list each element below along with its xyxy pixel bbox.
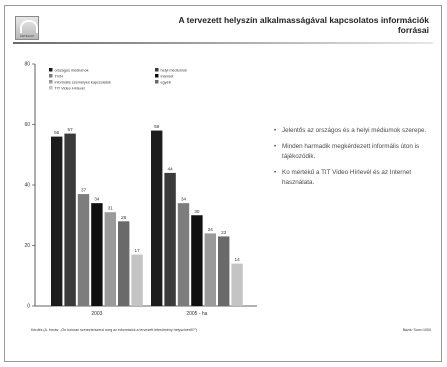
data-label: 28 [121,215,127,220]
footnote: Kérdés (A. forrás: „Ön honnan szerezte/s… [31,328,198,332]
data-label: 34 [181,197,187,202]
legend-label: TV/H [55,74,64,78]
bar [118,221,130,306]
bar [64,133,76,306]
bar [204,233,216,306]
y-tick-label: 40 [24,183,30,189]
data-label: 44 [168,166,174,171]
data-label: 37 [81,188,87,193]
legend-label: TIT Video Hírlevél [55,86,85,90]
x-tick-label: 2003 [91,311,102,317]
legend-swatch [155,68,159,72]
bar [91,203,103,306]
y-tick-label: 0 [27,304,30,310]
data-label: 17 [135,248,141,253]
bar [231,263,243,306]
data-label: 31 [108,206,114,211]
bar [191,215,203,306]
bar [77,194,90,306]
legend-label: egyéb [161,80,171,84]
bar [51,136,63,306]
bullet-dot-icon: • [274,143,277,150]
y-tick-label: 20 [24,243,30,249]
data-label: 56 [54,130,60,135]
y-tick-label: 60 [24,122,30,128]
legend-swatch [49,68,53,72]
legend-label: informális személyes kapcsolatok [55,80,111,84]
bullet-list: • Jelentős az országos és a helyi médiumo… [274,126,436,194]
bar-chart: 0 20 40 60 80 országos médiumok helyi médiumok… [24,62,257,317]
legend-swatch [49,74,53,78]
data-label: 58 [154,124,160,129]
bullet-item: • Ko mértékű a TIT Video Hírlevél és az I… [274,168,436,188]
slide-title: A tervezett helyszín alkalmasságával kap… [178,15,429,35]
legend-swatch [49,80,53,84]
x-tick-label: 2005 - ha [186,311,207,317]
bullet-dot-icon: • [274,169,277,176]
bar [131,254,143,306]
bar [104,212,116,306]
logo-text: ÁRTÉKOP [19,34,35,38]
source-note: Bázis: Sum=1000 [402,328,431,332]
legend-label: Internet [161,74,175,78]
title-divider [13,42,433,44]
data-label: 34 [94,197,100,202]
bullet-text: Jelentős az országos és a helyi médiumok… [282,127,427,134]
legend-label: országos médiumok [55,68,89,72]
logo: ÁRTÉKOP [15,16,39,40]
slide: ÁRTÉKOP A tervezett helyszín alkalmasság… [4,5,442,362]
bar [151,130,163,306]
bullet-item: • Jelentős az országos és a helyi médiumo… [274,126,436,136]
legend-swatch [155,74,159,78]
logo-arch-icon [20,20,38,33]
bullet-text: Ko mértékű a TIT Video Hírlevél és az In… [282,169,412,186]
data-label: 57 [68,127,74,132]
bullet-text: Minden harmadik megkérdezett informális … [282,143,420,160]
legend-swatch [155,80,159,84]
bullet-dot-icon: • [274,127,277,134]
bar [177,203,190,306]
bar [218,236,230,306]
bullet-item: • Minden harmadik megkérdezett informális… [274,142,436,162]
data-label: 14 [235,257,241,262]
bar [164,172,176,306]
data-label: 30 [194,209,200,214]
y-tick-label: 80 [24,62,30,68]
data-label: 24 [208,227,214,232]
legend-swatch [49,86,53,90]
legend-label: helyi médiumok [161,68,187,72]
data-label: 23 [221,230,227,235]
